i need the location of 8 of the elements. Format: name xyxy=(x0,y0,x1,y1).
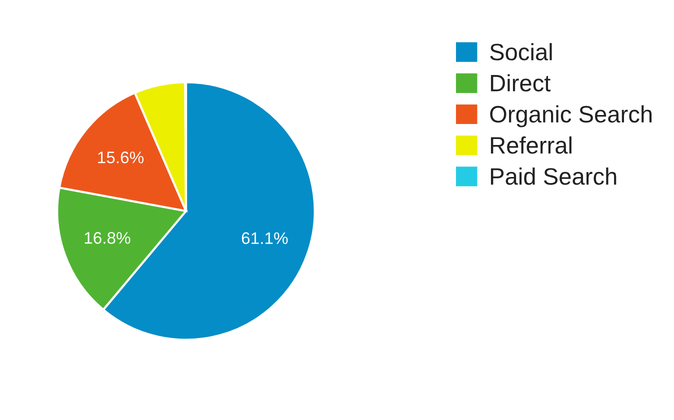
legend-label: Paid Search xyxy=(490,168,616,185)
data-label: 16.8% xyxy=(84,232,130,244)
legend-label: Referral xyxy=(490,136,572,154)
legend-label: Direct xyxy=(490,74,551,92)
legend-label: Organic Search xyxy=(490,105,652,128)
data-label: 61.1% xyxy=(242,232,288,244)
data-label: 15.6% xyxy=(98,152,144,164)
legend-label: Social xyxy=(490,43,552,60)
